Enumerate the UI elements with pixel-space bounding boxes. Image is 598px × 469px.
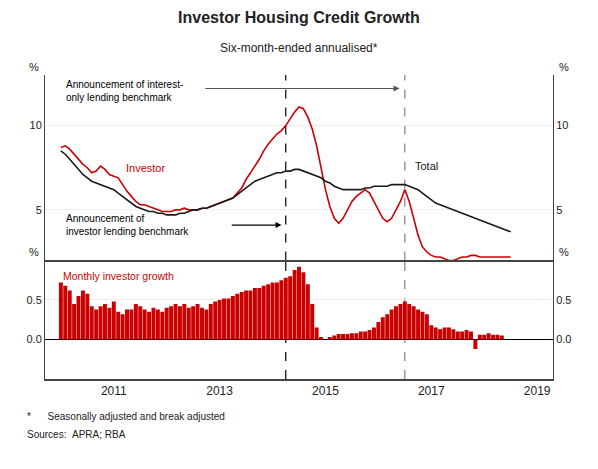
- svg-text:2019: 2019: [524, 384, 551, 398]
- svg-text:0.0: 0.0: [27, 333, 42, 345]
- svg-text:Sources: APRA; RBA: Sources: APRA; RBA: [27, 429, 126, 440]
- svg-text:2017: 2017: [418, 384, 445, 398]
- svg-text:5: 5: [36, 204, 42, 216]
- svg-text:0.5: 0.5: [556, 294, 571, 306]
- svg-text:2013: 2013: [206, 384, 233, 398]
- svg-text:0.5: 0.5: [27, 294, 42, 306]
- svg-text:%: %: [559, 61, 569, 73]
- svg-text:Announcement of interest-only: Announcement of interest-only lending be…: [66, 79, 183, 103]
- svg-text:Total: Total: [415, 160, 438, 172]
- svg-text:10: 10: [556, 119, 568, 131]
- svg-text:* Seasonally adjusted and: * Seasonally adjusted and break adjusted: [27, 411, 225, 422]
- svg-text:%: %: [559, 246, 569, 258]
- svg-text:%: %: [29, 246, 39, 258]
- svg-text:Six-month-ended annualised*: Six-month-ended annualised*: [220, 41, 378, 55]
- svg-text:5: 5: [556, 204, 562, 216]
- svg-text:0.0: 0.0: [556, 333, 571, 345]
- svg-text:Monthly investor growth: Monthly investor growth: [63, 270, 174, 282]
- svg-text:Investor Housing Credit Growth: Investor Housing Credit Growth: [178, 9, 420, 26]
- svg-text:2011: 2011: [101, 384, 127, 398]
- svg-text:Investor: Investor: [126, 162, 165, 174]
- svg-text:10: 10: [30, 119, 42, 131]
- svg-text:2015: 2015: [312, 384, 339, 398]
- svg-text:%: %: [29, 61, 39, 73]
- svg-text:Announcement ofinvestor lendin: Announcement ofinvestor lending benchmar…: [66, 213, 189, 237]
